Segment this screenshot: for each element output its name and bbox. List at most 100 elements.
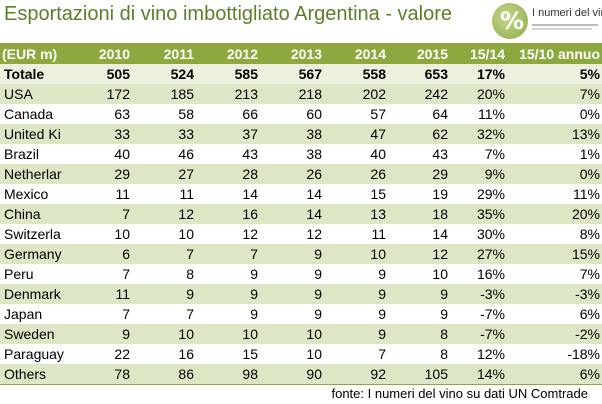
table-cell: 12 bbox=[388, 244, 450, 264]
table-cell: 653 bbox=[388, 64, 450, 84]
row-label: Japan bbox=[0, 304, 76, 324]
table-cell: 29% bbox=[450, 184, 507, 204]
table-row: Peru 7 8 9 9 9 10 16% 7% bbox=[0, 264, 602, 284]
row-label: Switzerla bbox=[0, 224, 76, 244]
row-label: Denmark bbox=[0, 284, 76, 304]
table-cell: 10 bbox=[260, 344, 324, 364]
table-cell: 9 bbox=[388, 284, 450, 304]
table-cell: 17% bbox=[450, 64, 507, 84]
row-label: Netherlar bbox=[0, 164, 76, 184]
table-cell: 7% bbox=[507, 84, 602, 104]
table-cell: 43 bbox=[196, 144, 260, 164]
row-label: Mexico bbox=[0, 184, 76, 204]
table-cell: 8 bbox=[388, 344, 450, 364]
table-cell: 0% bbox=[507, 104, 602, 124]
table-cell: 58 bbox=[132, 104, 196, 124]
header-cell: 15/14 bbox=[450, 43, 507, 64]
table-cell: 8% bbox=[507, 224, 602, 244]
table-cell: 8 bbox=[388, 324, 450, 344]
table-row: USA 172 185 213 218 202 242 20% 7% bbox=[0, 84, 602, 104]
table-cell: 9 bbox=[324, 284, 388, 304]
table-cell: 9 bbox=[76, 324, 132, 344]
table-cell: 9 bbox=[324, 304, 388, 324]
header-cell: 2011 bbox=[132, 43, 196, 64]
table-cell: 78 bbox=[76, 364, 132, 384]
table-bottom-rule bbox=[0, 384, 602, 385]
table-cell: 7 bbox=[132, 244, 196, 264]
table-cell: 7 bbox=[76, 264, 132, 284]
table-cell: 585 bbox=[196, 64, 260, 84]
table-cell: 7 bbox=[76, 304, 132, 324]
table-row: Sweden 9 10 10 10 9 8 -7% -2% bbox=[0, 324, 602, 344]
table-cell: 38 bbox=[260, 124, 324, 144]
table-cell: 33 bbox=[76, 124, 132, 144]
table-cell: 10 bbox=[324, 244, 388, 264]
table-row: Paraguay 22 16 15 10 7 8 12% -18% bbox=[0, 344, 602, 364]
table-cell: 12 bbox=[132, 204, 196, 224]
exports-table: (EUR m) 2010 2011 2012 2013 2014 2015 15/14 15/1… bbox=[0, 43, 602, 384]
logo-badge bbox=[492, 3, 528, 39]
total-row: Totale 505 524 585 567 558 653 17% 5% bbox=[0, 64, 602, 84]
table-cell: 98 bbox=[196, 364, 260, 384]
header-row: (EUR m) 2010 2011 2012 2013 2014 2015 15/14 15/1… bbox=[0, 43, 602, 64]
table-cell: 567 bbox=[260, 64, 324, 84]
table-cell: 10 bbox=[388, 264, 450, 284]
row-label: Canada bbox=[0, 104, 76, 124]
row-label: Brazil bbox=[0, 144, 76, 164]
table-cell: -2% bbox=[507, 324, 602, 344]
table-row: Mexico 11 11 14 14 15 19 29% 11% bbox=[0, 184, 602, 204]
table-cell: 16 bbox=[132, 344, 196, 364]
source-note: fonte: I numeri del vino su dati UN Comt… bbox=[331, 386, 588, 401]
table-cell: 7 bbox=[76, 204, 132, 224]
table-cell: 6 bbox=[76, 244, 132, 264]
table-cell: 202 bbox=[324, 84, 388, 104]
table-cell: 20% bbox=[450, 84, 507, 104]
table-cell: 9 bbox=[196, 284, 260, 304]
table-cell: 38 bbox=[260, 144, 324, 164]
table-cell: 6% bbox=[507, 364, 602, 384]
table-cell: 0% bbox=[507, 164, 602, 184]
table-cell: 16 bbox=[196, 204, 260, 224]
table-cell: 10 bbox=[260, 324, 324, 344]
table-cell: 10 bbox=[132, 224, 196, 244]
table-cell: 505 bbox=[76, 64, 132, 84]
header-cell: 2013 bbox=[260, 43, 324, 64]
table-cell: 7 bbox=[132, 304, 196, 324]
table-cell: -3% bbox=[507, 284, 602, 304]
table-cell: 9% bbox=[450, 164, 507, 184]
table-cell: 86 bbox=[132, 364, 196, 384]
table-cell: 14 bbox=[196, 184, 260, 204]
table-cell: 1% bbox=[507, 144, 602, 164]
table-row: China 7 12 16 14 13 18 35% 20% bbox=[0, 204, 602, 224]
table-cell: 60 bbox=[260, 104, 324, 124]
table-cell: 11 bbox=[132, 184, 196, 204]
header-cell: 2012 bbox=[196, 43, 260, 64]
table-cell: 9 bbox=[324, 264, 388, 284]
table-cell: 9 bbox=[388, 304, 450, 324]
table-cell: 90 bbox=[260, 364, 324, 384]
header-cell: 2010 bbox=[76, 43, 132, 64]
row-label: Others bbox=[0, 364, 76, 384]
table-cell: 9 bbox=[260, 284, 324, 304]
row-label: Totale bbox=[0, 64, 76, 84]
header-unit: (EUR m) bbox=[0, 43, 76, 64]
row-label: Paraguay bbox=[0, 344, 76, 364]
table-cell: 172 bbox=[76, 84, 132, 104]
table-cell: 46 bbox=[132, 144, 196, 164]
table-cell: 12 bbox=[196, 224, 260, 244]
table-row: Germany 6 7 7 9 10 12 27% 15% bbox=[0, 244, 602, 264]
table-cell: 14 bbox=[260, 184, 324, 204]
table-cell: 9 bbox=[260, 244, 324, 264]
table-row: Brazil 40 46 43 38 40 43 7% 1% bbox=[0, 144, 602, 164]
table-cell: 14 bbox=[388, 224, 450, 244]
table-cell: 6% bbox=[507, 304, 602, 324]
row-label: Sweden bbox=[0, 324, 76, 344]
table-cell: -7% bbox=[450, 304, 507, 324]
logo-tagline-line bbox=[532, 28, 592, 30]
table-cell: 7 bbox=[196, 244, 260, 264]
table-row: Denmark 11 9 9 9 9 9 -3% -3% bbox=[0, 284, 602, 304]
table-cell: 18 bbox=[388, 204, 450, 224]
table-cell: 92 bbox=[324, 364, 388, 384]
table-cell: 9 bbox=[260, 264, 324, 284]
table-cell: 33 bbox=[132, 124, 196, 144]
